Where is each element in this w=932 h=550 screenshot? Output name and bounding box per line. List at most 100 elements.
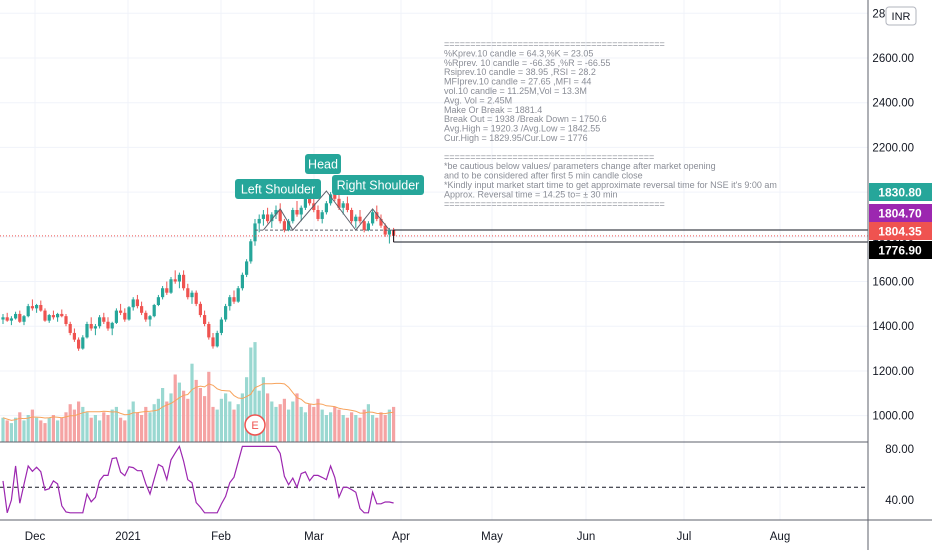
candle-body xyxy=(72,332,76,340)
volume-bar xyxy=(291,401,295,442)
candle-body xyxy=(64,316,68,324)
volume-bar xyxy=(1,417,5,442)
candle-body xyxy=(215,332,219,347)
candle-body xyxy=(144,312,148,320)
price-label-badge xyxy=(869,204,932,222)
note-line: vol.10 candle = 11.25M,Vol = 13.3M xyxy=(444,86,587,96)
volume-bar xyxy=(270,401,274,442)
candle-body xyxy=(1,317,5,320)
time-axis[interactable]: Dec 2021 Feb Mar Apr May Jun Jul Aug xyxy=(25,531,790,543)
volume-bar xyxy=(240,393,244,442)
earnings-marker[interactable]: E xyxy=(244,414,266,436)
volume-bar xyxy=(316,398,320,442)
candle-body xyxy=(68,324,72,333)
volume-bar xyxy=(261,377,265,442)
volume-bar xyxy=(295,393,299,442)
candle-body xyxy=(47,315,51,321)
candle-body xyxy=(270,214,274,222)
candle-body xyxy=(278,210,282,222)
candle-body xyxy=(51,315,55,318)
earnings-marker-circle[interactable] xyxy=(244,414,266,436)
head-and-shoulders-pattern: Left Shoulder Head Right Shoulder xyxy=(235,154,424,231)
note-line: *be cautious below values/ parameters ch… xyxy=(444,161,716,171)
note-line: Avg.High = 1920.3 /Avg.Low = 1842.55 xyxy=(444,124,600,134)
candle-body xyxy=(303,198,307,208)
candle-body xyxy=(131,299,135,308)
volume-bar xyxy=(144,406,148,442)
volume-bar xyxy=(64,412,68,442)
rsi-axis[interactable]: 40.00 80.00 xyxy=(885,444,914,507)
candle-body xyxy=(308,198,312,204)
price-label-text: 1830.80 xyxy=(878,186,922,200)
candle-body xyxy=(173,279,177,282)
volume-bar xyxy=(203,396,207,442)
candle-body xyxy=(245,261,249,275)
volume-bar xyxy=(287,409,291,442)
volume-bar xyxy=(47,417,51,442)
volume-bar xyxy=(140,415,144,442)
currency-button[interactable]: INR xyxy=(885,6,917,26)
candle-body xyxy=(236,288,240,302)
volume-bar xyxy=(350,412,354,442)
candle-body xyxy=(274,210,278,215)
candle-body xyxy=(22,316,26,322)
candle-body xyxy=(253,223,257,242)
volume-bar xyxy=(207,371,211,442)
candle-body xyxy=(106,321,110,329)
candle-body xyxy=(156,297,160,305)
candle-body xyxy=(287,221,291,231)
volume-bar xyxy=(375,417,379,442)
volume-bar xyxy=(119,417,123,442)
note-line: Approx. Reversal time = 14.25 to= ± 30 m… xyxy=(444,189,618,199)
candle-body xyxy=(114,310,118,323)
candle-body xyxy=(85,324,89,338)
candle-body xyxy=(110,322,114,329)
candle-body xyxy=(282,221,286,231)
price-label-badge xyxy=(869,183,932,201)
candle-body xyxy=(354,216,358,222)
candle-body xyxy=(366,223,370,231)
candle-body xyxy=(165,288,169,293)
price-tick-label: 2200.00 xyxy=(872,142,914,154)
volume-bar xyxy=(333,406,337,442)
candle-body xyxy=(337,198,341,208)
volume-bar xyxy=(337,409,341,442)
volume-bar xyxy=(236,404,240,442)
time-tick-label: Jul xyxy=(677,531,692,543)
candle-body xyxy=(43,310,47,321)
volume-bar xyxy=(169,393,173,442)
note-line: Make Or Break = 1881.4 xyxy=(444,105,542,115)
candle-body xyxy=(9,318,13,321)
price-tick-label: 2600.00 xyxy=(872,53,914,65)
volume-bar xyxy=(89,417,93,442)
candle-body xyxy=(291,210,295,222)
price-label-badge xyxy=(869,241,932,259)
volume-bar xyxy=(379,412,383,442)
time-tick-label: Dec xyxy=(25,531,46,543)
candle-body xyxy=(198,303,202,316)
candle-body xyxy=(224,306,228,320)
rsi-tick-label: 40.00 xyxy=(885,495,914,507)
volume-bar xyxy=(156,398,160,442)
candle-body xyxy=(240,274,244,289)
pattern-label-box xyxy=(332,175,424,195)
volume-bar xyxy=(383,415,387,442)
volume-bar xyxy=(135,412,139,442)
note-line: Cur.High = 1829.95/Cur.Low = 1776 xyxy=(444,133,588,143)
note-line: %Rprev. 10 candle = -66.35 ,%R = -66.55 xyxy=(444,58,610,68)
volume-bar xyxy=(127,409,131,442)
volume-bar xyxy=(173,374,177,442)
candle-body xyxy=(89,324,93,329)
time-tick-label: Feb xyxy=(211,531,231,543)
volume-bar xyxy=(102,412,106,442)
time-tick-label: Aug xyxy=(770,531,790,543)
note-line: MFIprev.10 candle = 27.65 ,MFI = 44 xyxy=(444,77,591,87)
candle-body xyxy=(341,203,345,208)
candle-body xyxy=(295,210,299,215)
candle-body xyxy=(379,218,383,226)
price-label-text: 1804.70 xyxy=(878,207,922,221)
candle-body xyxy=(316,210,320,219)
volume-bar xyxy=(253,342,257,442)
candle-body xyxy=(211,337,215,347)
